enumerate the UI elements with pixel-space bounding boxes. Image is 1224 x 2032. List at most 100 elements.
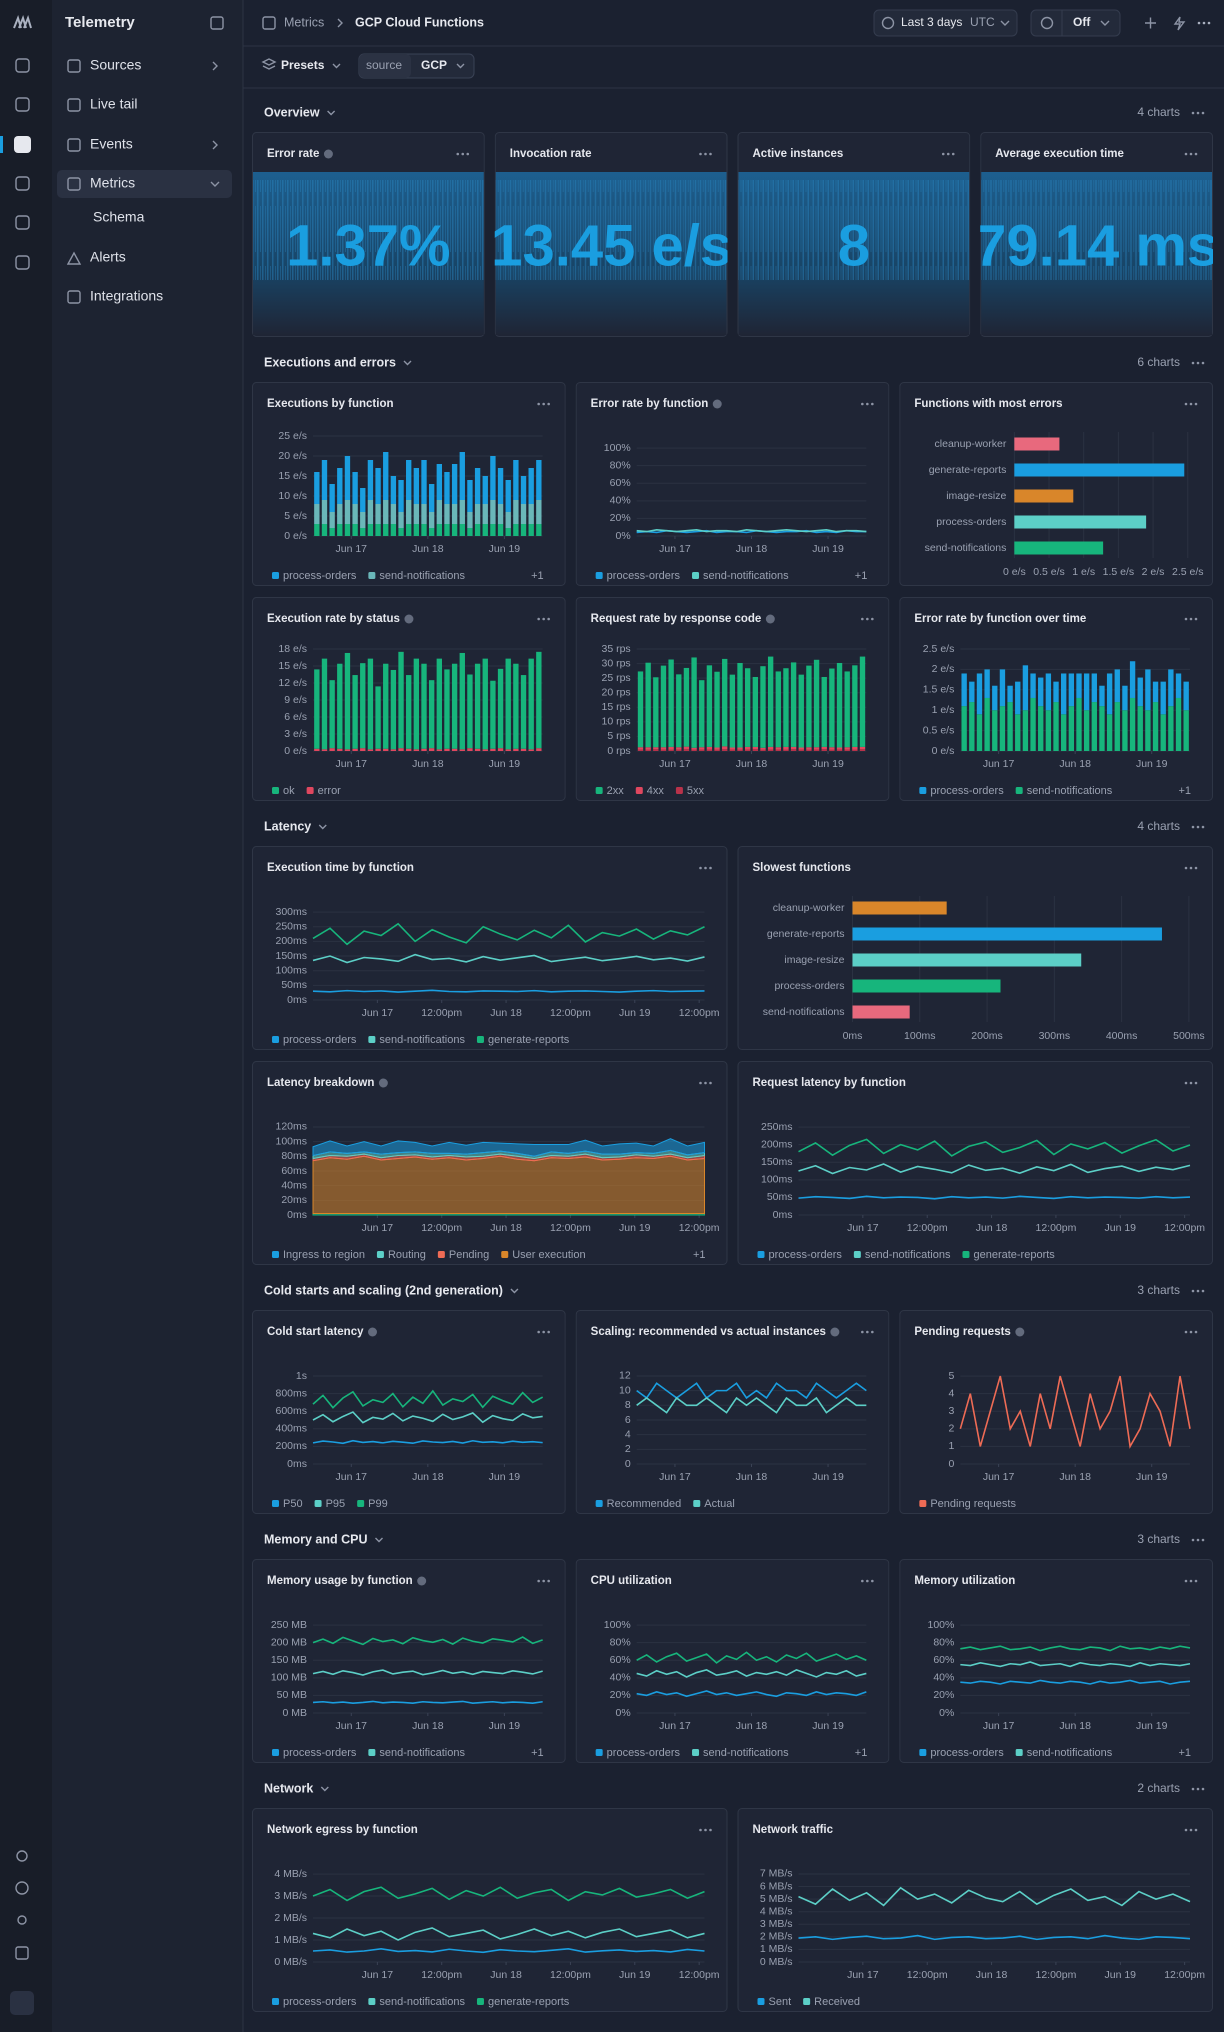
chat-icon[interactable] (15, 1881, 29, 1895)
breadcrumb[interactable]: Metrics (284, 15, 324, 29)
nav-icon-active[interactable] (14, 136, 31, 153)
bar (497, 748, 504, 751)
panel-title: Execution rate by status (267, 613, 400, 625)
x-tick-label: Jun 18 (490, 1969, 522, 1981)
line (960, 1679, 1191, 1685)
time-picker[interactable] (873, 9, 1018, 37)
nav-item[interactable]: Metrics (90, 175, 135, 191)
nav-icon[interactable] (15, 215, 30, 230)
nav-subitem[interactable]: Schema (93, 209, 145, 225)
nav-item[interactable]: Alerts (90, 249, 126, 265)
y-tick-label: 5 rps (607, 730, 630, 742)
legend-label: process-orders (607, 1747, 681, 1759)
legend-swatch (272, 572, 279, 579)
legend-label: process-orders (283, 1996, 357, 2008)
y-tick-label: 6 (625, 1414, 631, 1426)
y-tick-label: 80% (610, 459, 631, 471)
bar (337, 468, 343, 504)
category-label: generate-reports (767, 928, 845, 940)
bar (383, 452, 389, 500)
menu-dot (866, 402, 869, 406)
chevron (212, 140, 218, 150)
x-tick-label: Jun 19 (489, 1720, 521, 1732)
panel-bg (899, 382, 1213, 586)
collapse-icon[interactable] (210, 16, 224, 30)
menu-dot (709, 1081, 712, 1085)
bar (444, 669, 450, 749)
x-tick-label: Jun 18 (736, 1471, 768, 1483)
x-tick-label: Jun 19 (812, 1471, 844, 1483)
presets[interactable]: Presets (281, 58, 325, 72)
panel-title: Functions with most errors (914, 398, 1062, 410)
panel: Invocation rate 13.45 e/s (494, 132, 728, 337)
bar (536, 500, 542, 524)
bar (467, 674, 473, 749)
logo[interactable] (13, 14, 32, 29)
bar (390, 749, 397, 751)
nav-icon[interactable] (15, 97, 30, 112)
legend-swatch (803, 1998, 811, 2005)
bar (474, 468, 481, 504)
legend-swatch (1015, 1749, 1023, 1756)
bar (1014, 541, 1104, 555)
apps-icon[interactable] (15, 1946, 29, 1960)
legend-more: +1 (531, 1747, 544, 1759)
bar (398, 528, 404, 536)
bar (1145, 710, 1151, 751)
nav-item[interactable]: Sources (90, 57, 141, 73)
legend-more: +1 (1178, 785, 1191, 797)
bar (852, 979, 1001, 993)
stat-value: 1.37% (286, 213, 450, 278)
nav-item[interactable]: Integrations (90, 288, 163, 304)
nav-icon[interactable] (15, 255, 30, 270)
notifications-icon[interactable] (16, 1850, 28, 1862)
bar (961, 706, 967, 751)
refresh-icon (1040, 16, 1054, 30)
menu-dot (866, 617, 869, 621)
x-tick-label: 12:00pm (421, 1007, 462, 1019)
theme-icon[interactable] (17, 1915, 27, 1925)
menu-dot (1201, 111, 1205, 115)
menu-dot (704, 152, 707, 156)
nav-item[interactable]: Events (90, 136, 133, 152)
bar (1099, 706, 1105, 751)
bar (668, 749, 674, 751)
bar (406, 524, 412, 536)
bar (513, 748, 519, 751)
x-tick-label: Jun 17 (983, 758, 1015, 770)
legend-label: P95 (326, 1498, 346, 1510)
y-tick-label: 40ms (281, 1179, 307, 1191)
x-tick-label: Jun 19 (812, 758, 844, 770)
y-tick-label: 3 MB/s (760, 1918, 793, 1930)
bolt-icon[interactable] (1173, 16, 1186, 31)
nav-item[interactable]: Live tail (90, 96, 137, 112)
bar (783, 668, 789, 747)
refresh-picker[interactable] (1030, 9, 1121, 37)
x-tick-label: 0ms (843, 1030, 863, 1042)
bar (337, 748, 343, 751)
bar (367, 460, 374, 500)
panel-bg (737, 1808, 1213, 2012)
menu-dot (941, 152, 945, 156)
menu-dot (871, 1579, 874, 1583)
line (312, 1700, 543, 1704)
x-tick-label: Jun 19 (1105, 1969, 1137, 1981)
menu-dot (1189, 152, 1193, 156)
nav-icon[interactable] (15, 58, 30, 73)
nav-icon[interactable] (15, 176, 30, 191)
section-chevron (375, 1537, 383, 1543)
section-chevron (327, 110, 336, 116)
bar (1160, 714, 1166, 751)
panel-title: Average execution time (995, 148, 1124, 160)
panel: Error rate by function 0% 20% 40% 60% 80% 100%… (575, 382, 890, 586)
y-tick-label: 1 e/s (932, 704, 955, 716)
more-icon[interactable] (1197, 21, 1211, 25)
add-icon[interactable] (1145, 17, 1156, 29)
x-tick-label: 12:00pm (550, 1222, 591, 1234)
account[interactable] (10, 1991, 34, 2015)
bar (790, 749, 797, 751)
legend-label: 2xx (607, 785, 625, 797)
bar (444, 748, 450, 751)
menu-dot (547, 617, 550, 621)
bar (352, 748, 358, 751)
